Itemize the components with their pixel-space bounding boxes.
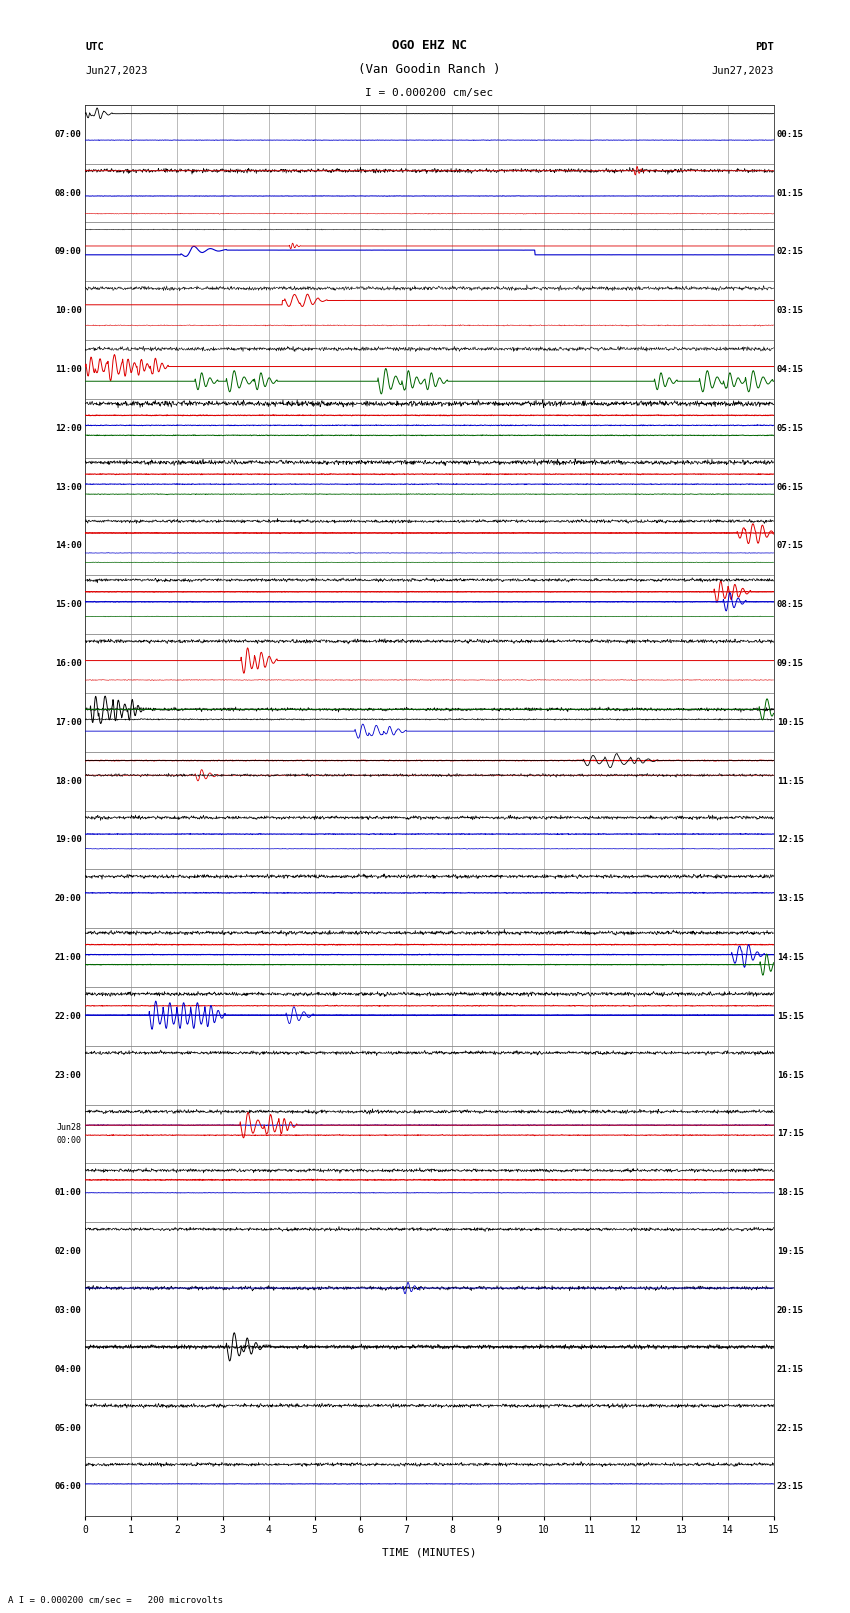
Text: Jun28: Jun28: [57, 1123, 82, 1132]
Text: 08:00: 08:00: [54, 189, 82, 197]
Text: 06:15: 06:15: [777, 482, 804, 492]
Text: 00:00: 00:00: [57, 1136, 82, 1145]
Text: 05:15: 05:15: [777, 424, 804, 432]
Text: Jun27,2023: Jun27,2023: [711, 66, 774, 76]
Text: Jun27,2023: Jun27,2023: [85, 66, 148, 76]
Text: 08:15: 08:15: [777, 600, 804, 610]
Text: 18:15: 18:15: [777, 1189, 804, 1197]
Text: 04:00: 04:00: [54, 1365, 82, 1374]
Text: A I = 0.000200 cm/sec =   200 microvolts: A I = 0.000200 cm/sec = 200 microvolts: [8, 1595, 224, 1605]
X-axis label: TIME (MINUTES): TIME (MINUTES): [382, 1547, 477, 1557]
Text: 22:15: 22:15: [777, 1424, 804, 1432]
Text: 01:00: 01:00: [54, 1189, 82, 1197]
Text: 11:00: 11:00: [54, 365, 82, 374]
Text: 01:15: 01:15: [777, 189, 804, 197]
Text: 02:00: 02:00: [54, 1247, 82, 1257]
Text: 09:15: 09:15: [777, 660, 804, 668]
Text: 03:00: 03:00: [54, 1307, 82, 1315]
Text: (Van Goodin Ranch ): (Van Goodin Ranch ): [358, 63, 501, 76]
Text: 16:15: 16:15: [777, 1071, 804, 1079]
Text: 16:00: 16:00: [54, 660, 82, 668]
Text: 07:15: 07:15: [777, 542, 804, 550]
Text: 09:00: 09:00: [54, 247, 82, 256]
Text: OGO EHZ NC: OGO EHZ NC: [392, 39, 467, 52]
Text: 21:00: 21:00: [54, 953, 82, 961]
Text: 17:15: 17:15: [777, 1129, 804, 1139]
Text: 00:15: 00:15: [777, 129, 804, 139]
Text: 11:15: 11:15: [777, 776, 804, 786]
Text: 05:00: 05:00: [54, 1424, 82, 1432]
Text: 06:00: 06:00: [54, 1482, 82, 1492]
Text: 12:15: 12:15: [777, 836, 804, 845]
Text: 04:15: 04:15: [777, 365, 804, 374]
Text: 20:00: 20:00: [54, 894, 82, 903]
Text: 13:00: 13:00: [54, 482, 82, 492]
Text: 13:15: 13:15: [777, 894, 804, 903]
Text: 20:15: 20:15: [777, 1307, 804, 1315]
Text: 19:00: 19:00: [54, 836, 82, 845]
Text: 22:00: 22:00: [54, 1011, 82, 1021]
Text: 17:00: 17:00: [54, 718, 82, 727]
Text: 21:15: 21:15: [777, 1365, 804, 1374]
Text: PDT: PDT: [755, 42, 774, 52]
Text: 14:00: 14:00: [54, 542, 82, 550]
Text: 12:00: 12:00: [54, 424, 82, 432]
Text: 19:15: 19:15: [777, 1247, 804, 1257]
Text: 02:15: 02:15: [777, 247, 804, 256]
Text: 10:00: 10:00: [54, 306, 82, 315]
Text: UTC: UTC: [85, 42, 104, 52]
Text: 10:15: 10:15: [777, 718, 804, 727]
Text: 23:00: 23:00: [54, 1071, 82, 1079]
Text: I = 0.000200 cm/sec: I = 0.000200 cm/sec: [366, 89, 493, 98]
Text: 15:00: 15:00: [54, 600, 82, 610]
Text: 15:15: 15:15: [777, 1011, 804, 1021]
Text: 07:00: 07:00: [54, 129, 82, 139]
Text: 14:15: 14:15: [777, 953, 804, 961]
Text: 23:15: 23:15: [777, 1482, 804, 1492]
Text: 03:15: 03:15: [777, 306, 804, 315]
Text: 18:00: 18:00: [54, 776, 82, 786]
